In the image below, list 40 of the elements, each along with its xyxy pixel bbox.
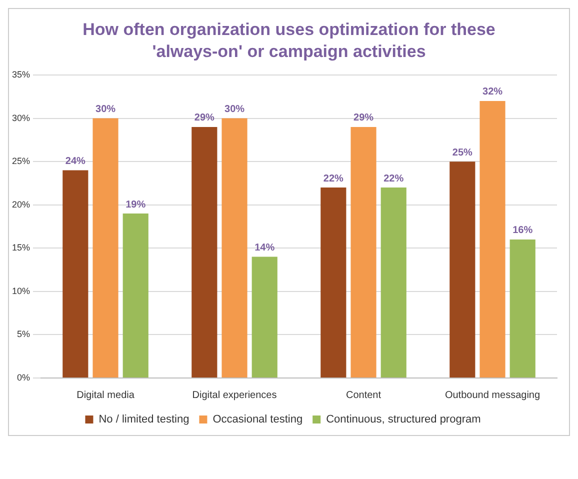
data-label: 14%: [254, 242, 275, 254]
bar: [192, 127, 218, 378]
bar: [92, 118, 118, 378]
bar: [380, 188, 406, 378]
legend-label: No / limited testing: [98, 414, 190, 426]
bar: [480, 101, 506, 378]
y-tick-label: 25%: [12, 156, 30, 166]
bar: [222, 118, 248, 378]
data-label: 32%: [482, 86, 503, 98]
bar: [450, 162, 476, 378]
y-tick-label: 10%: [12, 286, 30, 296]
data-label: 29%: [353, 112, 374, 124]
x-tick-label: Content: [346, 390, 382, 401]
y-tick-label: 30%: [12, 112, 30, 123]
data-label: 22%: [323, 173, 344, 184]
bar: [350, 127, 376, 378]
data-label: 25%: [452, 148, 473, 159]
bar: [510, 240, 536, 378]
data-label: 22%: [384, 173, 404, 184]
data-label: 19%: [126, 199, 146, 210]
x-tick-label: Digital media: [76, 390, 135, 401]
chart-title: How often organization uses optimization for these 'always-on' or campaign activities: [82, 19, 496, 64]
bar: [62, 170, 88, 378]
data-label: 30%: [96, 104, 116, 116]
data-label: 16%: [512, 225, 533, 236]
data-label: 30%: [224, 104, 245, 116]
legend-label: Continuous, structured program: [326, 414, 481, 426]
bar: [122, 214, 148, 378]
data-label: 24%: [65, 156, 86, 168]
y-tick-label: 15%: [12, 242, 30, 253]
x-tick-label: Digital experiences: [192, 390, 277, 401]
y-tick-label: 0%: [17, 372, 30, 383]
legend-label: Occasional testing: [212, 414, 303, 426]
y-tick-label: 5%: [17, 329, 30, 340]
y-tick-label: 35%: [12, 70, 30, 80]
y-tick-label: 20%: [12, 200, 30, 210]
data-label: 29%: [194, 112, 215, 124]
x-tick-label: Outbound messaging: [444, 390, 540, 401]
bar: [252, 256, 278, 378]
bar: [320, 188, 346, 378]
